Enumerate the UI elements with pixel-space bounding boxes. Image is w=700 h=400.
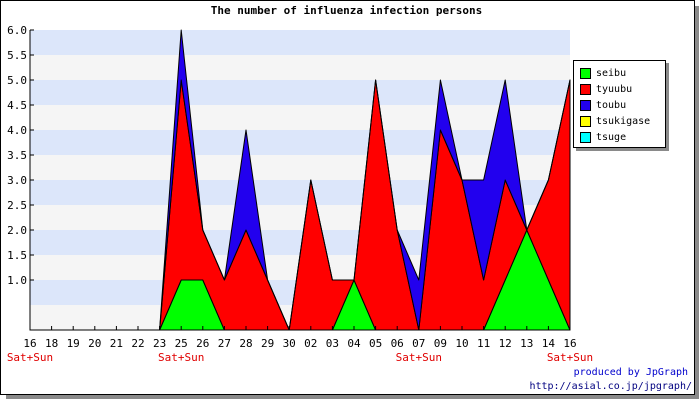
x-tick-label: 09 [434, 337, 447, 350]
x-tick-label: 22 [131, 337, 144, 350]
legend-item-tyuubu: tyuubu [580, 82, 632, 96]
grid-band [30, 105, 570, 130]
y-tick-label: 2.5 [7, 199, 27, 212]
x-tick-label: 20 [88, 337, 101, 350]
legend-label: tyuubu [596, 83, 633, 95]
legend-swatch [580, 131, 591, 143]
grid-band [30, 30, 570, 55]
legend-item-tsukigase: tsukigase [580, 114, 650, 128]
x-tick-label: 04 [347, 337, 361, 350]
y-tick-label: 3.5 [7, 149, 27, 162]
grid-band [30, 80, 570, 105]
legend-label: seibu [596, 67, 627, 79]
weekend-label: Sat+Sun [158, 351, 204, 364]
x-tick-label: 30 [283, 337, 296, 350]
y-tick-label: 5.0 [7, 74, 27, 87]
x-tick-label: 02 [304, 337, 317, 350]
x-tick-label: 26 [196, 337, 209, 350]
x-tick-label: 11 [477, 337, 490, 350]
frame-shadow-bottom [6, 394, 699, 399]
legend-swatch [580, 99, 591, 111]
frame-shadow-right [694, 6, 699, 399]
legend: seibu tyuubu toubu tsukigase tsuge [573, 60, 666, 148]
x-tick-label: 06 [391, 337, 404, 350]
x-tick-label: 10 [455, 337, 468, 350]
axes [29, 29, 571, 331]
x-tick-label: 23 [153, 337, 166, 350]
chart-title: The number of influenza infection person… [210, 4, 483, 17]
x-tick-label: 19 [67, 337, 80, 350]
y-tick-label: 1.5 [7, 249, 27, 262]
grid-band [30, 130, 570, 155]
x-axis-tick-labels: 16 18 19 20 21 22 23 25 26 27 28 29 30 02 03 04 05 06 07 09… [23, 337, 576, 350]
x-tick-label: 27 [218, 337, 231, 350]
x-tick-label: 18 [45, 337, 58, 350]
y-tick-label: 2.0 [7, 224, 27, 237]
legend-item-tsuge: tsuge [580, 130, 626, 144]
x-tick-label: 05 [369, 337, 382, 350]
x-tick-label: 13 [520, 337, 533, 350]
grid-band [30, 55, 570, 80]
weekend-label: Sat+Sun [547, 351, 593, 364]
x-tick-label: 16 [23, 337, 36, 350]
x-tick-label: 14 [542, 337, 556, 350]
x-tick-label: 03 [326, 337, 339, 350]
legend-label: tsukigase [596, 115, 651, 127]
y-tick-label: 3.0 [7, 174, 27, 187]
footer-url[interactable]: http://asial.co.jp/jpgraph/ [529, 381, 692, 392]
footer-credit: produced by JpGraph [573, 367, 688, 378]
y-axis-tick-labels: 1.0 1.5 2.0 2.5 3.0 3.5 4.0 4.5 5.0 5.5 6.0 [7, 24, 27, 287]
legend-label: toubu [596, 99, 627, 111]
legend-item-toubu: toubu [580, 98, 626, 112]
weekend-label: Sat+Sun [7, 351, 53, 364]
y-tick-label: 5.5 [7, 49, 27, 62]
y-tick-label: 4.0 [7, 124, 27, 137]
weekend-label: Sat+Sun [396, 351, 442, 364]
x-tick-label: 28 [239, 337, 252, 350]
legend-label: tsuge [596, 131, 627, 143]
y-tick-label: 6.0 [7, 24, 27, 37]
x-tick-label: 16 [563, 337, 576, 350]
weekend-labels: Sat+Sun Sat+Sun Sat+Sun Sat+Sun [7, 351, 593, 364]
x-tick-label: 12 [499, 337, 512, 350]
legend-swatch [580, 83, 591, 95]
legend-item-seibu: seibu [580, 66, 626, 80]
x-tick-label: 21 [110, 337, 123, 350]
legend-swatch [580, 67, 591, 79]
x-tick-label: 07 [412, 337, 425, 350]
y-tick-label: 1.0 [7, 274, 27, 287]
x-tick-label: 29 [261, 337, 274, 350]
grid-band [30, 155, 570, 180]
legend-swatch [580, 115, 591, 127]
x-tick-label: 25 [175, 337, 188, 350]
area-toubu [29, 29, 571, 331]
y-tick-label: 4.5 [7, 99, 27, 112]
